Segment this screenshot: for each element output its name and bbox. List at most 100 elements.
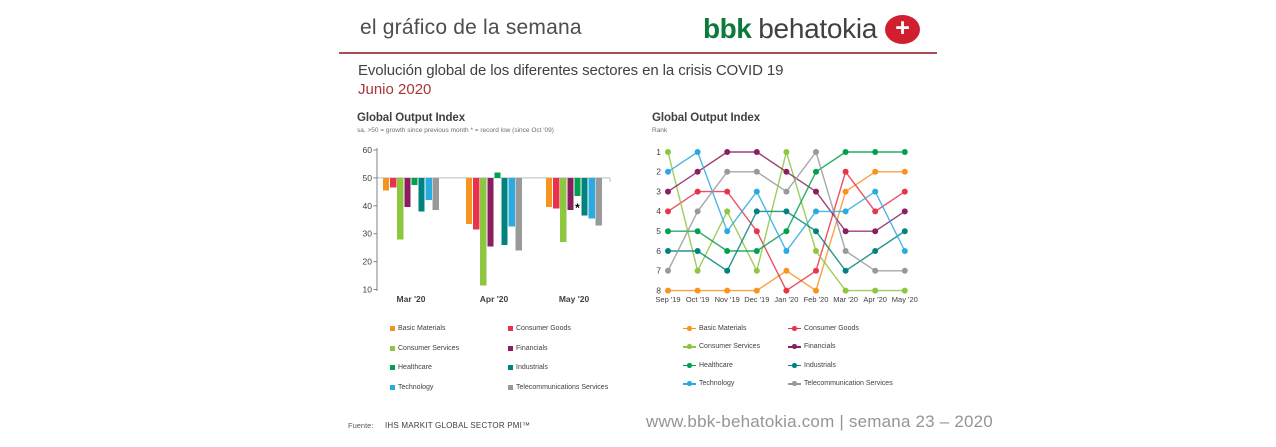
- financials-dot-icon: [792, 344, 797, 349]
- rank-dot-consumer-goods: [813, 267, 819, 274]
- rank-dot-technology: [813, 208, 819, 215]
- website-text: www.bbk-behatokia.com | semana 23 – 2020: [646, 412, 993, 431]
- rank-dot-technology: [901, 248, 908, 254]
- rank-dot-consumer-services: [694, 267, 701, 274]
- healthcare-color-swatch-icon: [390, 365, 395, 371]
- legend-item-healthcare: Healthcare: [390, 358, 508, 378]
- rank-dot-industrials: [753, 208, 760, 215]
- document-month: Junio 2020: [358, 81, 432, 98]
- bar-industrials-apr-20: [501, 177, 508, 245]
- y-tick-label: 10: [363, 285, 373, 295]
- legend-label: Telecommunications Services: [516, 383, 609, 391]
- rank-dot-technology: [694, 149, 701, 155]
- x-month-label: Dec '19: [744, 295, 769, 304]
- red-cross-icon: +: [885, 14, 921, 44]
- page-title: el gráfico de la semana: [360, 16, 582, 39]
- consumer-goods-color-swatch-icon: [508, 326, 513, 332]
- rank-label: 6: [656, 246, 661, 256]
- bar-financials-apr-20: [487, 177, 494, 247]
- rank-dot-healthcare: [753, 248, 760, 254]
- rank-dot-basic-materials: [753, 287, 760, 294]
- bar-industrials-mar-20: [418, 177, 425, 212]
- rank-label: 5: [656, 226, 661, 236]
- rank-dot-basic-materials: [901, 168, 908, 175]
- rank-dot-basic-materials: [694, 287, 701, 294]
- bar-telecommunications-services-apr-20: [515, 177, 522, 251]
- rank-chart-legend: Basic Materials Consumer Goods Consumer Se…: [683, 319, 893, 393]
- basic-materials-color-swatch-icon: [683, 325, 696, 331]
- x-category-label: Apr '20: [480, 294, 509, 304]
- rank-dot-financials: [783, 168, 790, 175]
- rank-dot-financials: [694, 168, 701, 175]
- rank-dot-telecommunication-services: [724, 168, 731, 175]
- legend-label: Consumer Services: [398, 344, 460, 352]
- rank-dot-telecommunication-services: [783, 188, 790, 195]
- rank-dot-basic-materials: [842, 188, 849, 195]
- rank-dot-consumer-services: [724, 208, 731, 215]
- legend-label: Healthcare: [699, 361, 733, 369]
- legend-item-technology: Technology: [683, 375, 788, 394]
- x-month-label: May '20: [892, 295, 918, 304]
- rank-dot-consumer-goods: [901, 188, 908, 195]
- legend-item-consumer-goods: Consumer Goods: [508, 319, 608, 339]
- rank-dot-healthcare: [665, 228, 671, 235]
- rank-dot-consumer-services: [753, 267, 760, 274]
- consumer-services-dot-icon: [687, 344, 692, 349]
- rank-dot-consumer-services: [665, 149, 671, 155]
- technology-color-swatch-icon: [683, 381, 696, 386]
- bar-chart-legend: Basic Materials Consumer Goods Consumer Se…: [390, 319, 608, 397]
- bar-technology-may-20: [588, 177, 595, 219]
- healthcare-dot-icon: [687, 362, 692, 368]
- rank-dot-healthcare: [813, 168, 819, 175]
- legend-label: Telecommunication Services: [804, 380, 893, 388]
- bar-chart-subtitle: sa, >50 = growth since previous month * …: [357, 127, 554, 134]
- rank-label: 4: [656, 206, 661, 216]
- y-tick-label: 50: [363, 173, 373, 183]
- x-category-label: Mar '20: [397, 294, 426, 304]
- header-divider: [339, 52, 937, 54]
- rank-dot-consumer-services: [783, 149, 790, 155]
- rank-dot-industrials: [783, 208, 790, 215]
- financials-color-swatch-icon: [508, 345, 513, 351]
- legend-item-financials: Financials: [508, 339, 608, 359]
- rank-dot-technology: [753, 188, 760, 195]
- rank-dot-industrials: [724, 267, 731, 274]
- industrials-color-swatch-icon: [508, 365, 513, 371]
- legend-item-healthcare: Healthcare: [683, 356, 788, 375]
- document-title: Evolución global de los diferentes secto…: [358, 62, 784, 79]
- basic-materials-color-swatch-icon: [390, 326, 395, 332]
- industrials-dot-icon: [792, 362, 797, 368]
- rank-dot-telecommunication-services: [901, 267, 908, 274]
- rank-label: 2: [656, 167, 661, 177]
- rank-dot-financials: [901, 208, 908, 215]
- bar-consumer-services-mar-20: [397, 177, 404, 240]
- bar-telecommunications-services-mar-20: [432, 177, 439, 210]
- rank-dot-financials: [842, 228, 849, 235]
- legend-item-consumer-goods: Consumer Goods: [788, 319, 893, 338]
- bar-basic-materials-mar-20: [383, 177, 390, 191]
- rank-dot-financials: [753, 149, 760, 155]
- x-month-label: Feb '20: [804, 295, 829, 304]
- legend-item-basic-materials: Basic Materials: [683, 319, 788, 338]
- bar-financials-may-20: [567, 177, 574, 210]
- technology-color-swatch-icon: [390, 384, 395, 390]
- legend-item-telecommunication-services: Telecommunication Services: [788, 375, 893, 394]
- rank-dot-industrials: [694, 248, 701, 254]
- bar-consumer-services-apr-20: [480, 177, 487, 286]
- x-category-label: May '20: [559, 294, 590, 304]
- consumer-services-color-swatch-icon: [390, 345, 395, 351]
- rank-dot-telecommunication-services: [872, 267, 879, 274]
- legend-item-financials: Financials: [788, 338, 893, 357]
- rank-label: 1: [656, 147, 661, 157]
- legend-label: Consumer Goods: [516, 325, 571, 333]
- bar-consumer-goods-mar-20: [390, 177, 397, 188]
- rank-dot-telecommunication-services: [813, 149, 819, 155]
- legend-label: Healthcare: [398, 364, 432, 372]
- logo-bbk-text: bbk: [703, 13, 752, 44]
- consumer-services-color-swatch-icon: [683, 344, 696, 349]
- rank-dot-technology: [665, 168, 671, 175]
- rank-dot-consumer-services: [872, 287, 879, 294]
- telecommunication-services-dot-icon: [792, 381, 797, 386]
- rank-dot-industrials: [665, 248, 671, 254]
